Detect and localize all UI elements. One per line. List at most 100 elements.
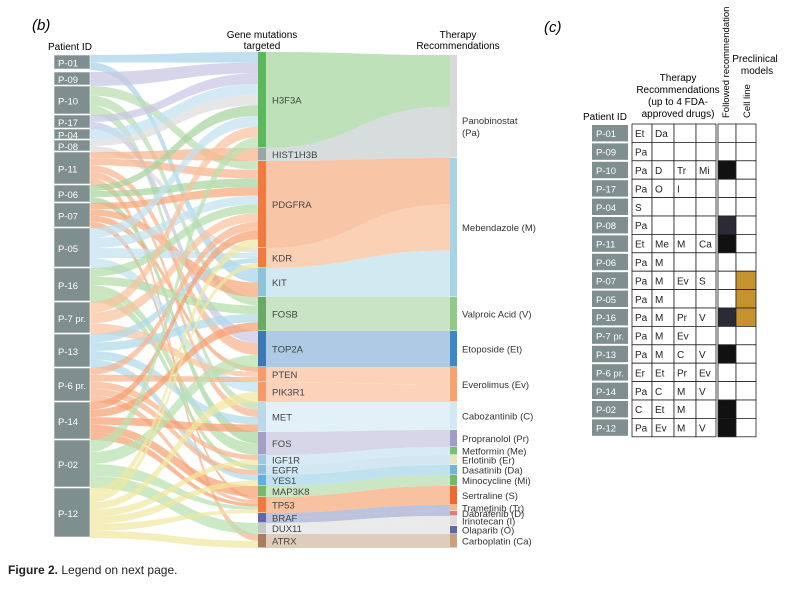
drug-cell-text: M <box>655 276 663 287</box>
flow-fosb-valproic-acid-v <box>266 297 450 331</box>
followed-cell <box>717 362 737 383</box>
flow-p-12-tp53 <box>90 509 258 531</box>
flow-p-06-h3f3a <box>90 105 258 191</box>
drug-cell-text: S <box>635 203 642 214</box>
flow-dux11-irinotecan-i <box>266 516 450 529</box>
table-row-id-p-16 <box>592 309 628 326</box>
followed-cell <box>717 344 737 364</box>
c-preclinical-header-2: models <box>741 66 773 77</box>
patient-label-p-10: P-10 <box>58 97 78 108</box>
gene-nodes: H3F3A HIST1H3B PDGFRA KDR KIT FOSB TOP2A PTEN PI… <box>258 52 317 548</box>
gene-label-h3f3a: H3F3A <box>272 96 302 107</box>
drug-cell-text: Et <box>635 240 645 251</box>
drug-cell <box>695 178 717 198</box>
flow-p-12-kdr <box>90 263 258 503</box>
cell-line-cell <box>735 362 757 383</box>
drug-cell-text: M <box>677 405 685 416</box>
therapy-label-erlotinib-er: Erlotinib (Er) <box>462 456 515 467</box>
gene-node-kit <box>258 268 266 297</box>
table-row-id-label: P-14 <box>596 387 616 398</box>
drug-cell-text: Da <box>655 129 668 140</box>
table-row-id-p-08 <box>592 217 628 234</box>
flow-p-6-pr-pten <box>90 374 258 382</box>
therapy-node-mebendazole-m <box>450 158 457 297</box>
table-row-id-p-05 <box>592 290 628 307</box>
patient-node-p-08 <box>53 139 91 152</box>
patient-node-p-02 <box>53 439 91 488</box>
patient-nodes: P-01 P-09 P-10 P-17 P-04P-08 P-11 P-06 P-07 P-05… <box>53 54 91 538</box>
flow-top2a-etoposide-et <box>266 331 450 367</box>
drug-cell <box>695 399 717 419</box>
therapy-label-olaparib-o: Olaparib (O) <box>462 526 514 537</box>
therapy-node-carboplatin-ca <box>450 534 457 548</box>
flow-p-06-pdgfra <box>90 178 258 197</box>
table-row-id-p-13 <box>592 345 628 363</box>
therapy-node-erlotinib-er <box>450 455 457 465</box>
table-row-id-p-06 <box>592 253 628 271</box>
gene-label-map3k8: MAP3K8 <box>272 487 310 498</box>
drug-cell-text: C <box>635 405 642 416</box>
drug-cell <box>695 289 717 309</box>
panel-c-label: (c) <box>544 19 562 36</box>
gene-label-fos: FOS <box>272 439 292 450</box>
drug-cell-text: Pa <box>635 313 648 324</box>
gene-label-met: MET <box>272 413 292 424</box>
table-row-id-p-01 <box>592 125 628 142</box>
gene-node-hist1h3b <box>258 148 266 161</box>
table-row-id-label: P-06 <box>596 258 616 269</box>
drug-cell-text: V <box>699 387 706 398</box>
drug-cell-text: M <box>655 313 663 324</box>
flow-p-12-igf1r <box>90 460 258 517</box>
gene-label-egfr: EGFR <box>272 466 299 477</box>
drug-cell-text: Ev <box>699 368 711 379</box>
drug-cell <box>695 417 717 438</box>
drug-cell-text: C <box>677 350 684 361</box>
table-row-id-label: P-10 <box>596 166 616 177</box>
flow-pten-everolimus-ev <box>266 367 450 385</box>
drug-cell-text: Ca <box>699 240 712 251</box>
gene-label-tp53: TP53 <box>272 501 295 512</box>
flow-p-10-pdgfra <box>90 86 258 170</box>
flow-p-02-top2a <box>90 355 258 464</box>
flow-p-12-yes1 <box>90 480 258 524</box>
flow-p-7-pr-pdgfra <box>90 213 258 324</box>
followed-cell <box>717 123 737 143</box>
table-row-id-p-04 <box>592 198 628 215</box>
flow-yes1-dasatinib-da <box>266 465 450 486</box>
therapy-label-sertraline-s: Sertraline (S) <box>462 491 518 502</box>
cell-line-cell <box>735 197 757 217</box>
followed-cell <box>717 215 737 235</box>
flow-p-14-tp53 <box>90 432 258 507</box>
gene-label-fosb: FOSB <box>272 310 298 321</box>
drug-cell <box>695 197 717 217</box>
flow-p-7-pr-pten <box>90 323 258 377</box>
flow-kit-mebendazole-m <box>266 250 450 297</box>
flow-p-07-tp53 <box>90 221 258 501</box>
drug-cell-text: Pa <box>635 350 648 361</box>
patient-label-p-14: P-14 <box>58 417 78 428</box>
gene-label-hist1h3b: HIST1H3B <box>272 150 317 161</box>
patient-label-p-6-pr: P-6 pr. <box>58 381 86 392</box>
cell-line-cell <box>735 289 757 309</box>
drug-cell-text: V <box>699 350 706 361</box>
drug-cell-text: M <box>677 240 685 251</box>
c-patient-id-header: Patient ID <box>583 112 627 123</box>
drug-cell-text: M <box>655 258 663 269</box>
patient-node-p-17 <box>53 114 91 129</box>
flow-p-04-h3f3a <box>90 84 258 140</box>
flow-p-09-h3f3a <box>90 62 258 86</box>
drug-cell-text: Pa <box>635 166 648 177</box>
drug-cell-text: Pa <box>635 424 648 435</box>
flow-p-11-top2a <box>90 165 258 355</box>
flow-pdgfra-mebendazole-m <box>266 158 450 248</box>
flow-h3f3a-panobinostat-pa <box>266 52 450 148</box>
table-row-id-p-12 <box>592 419 628 436</box>
cell-line-cell <box>735 381 757 401</box>
drug-cell <box>651 215 675 235</box>
drug-cell <box>673 123 697 143</box>
patient-label-p-01: P-01 <box>58 59 78 70</box>
patient-label-p-08: P-08 <box>58 142 78 153</box>
drug-cell-text: Et <box>635 129 645 140</box>
therapy-header-line2: Recommendations <box>416 41 499 52</box>
drug-cell-text: Me <box>655 240 669 251</box>
